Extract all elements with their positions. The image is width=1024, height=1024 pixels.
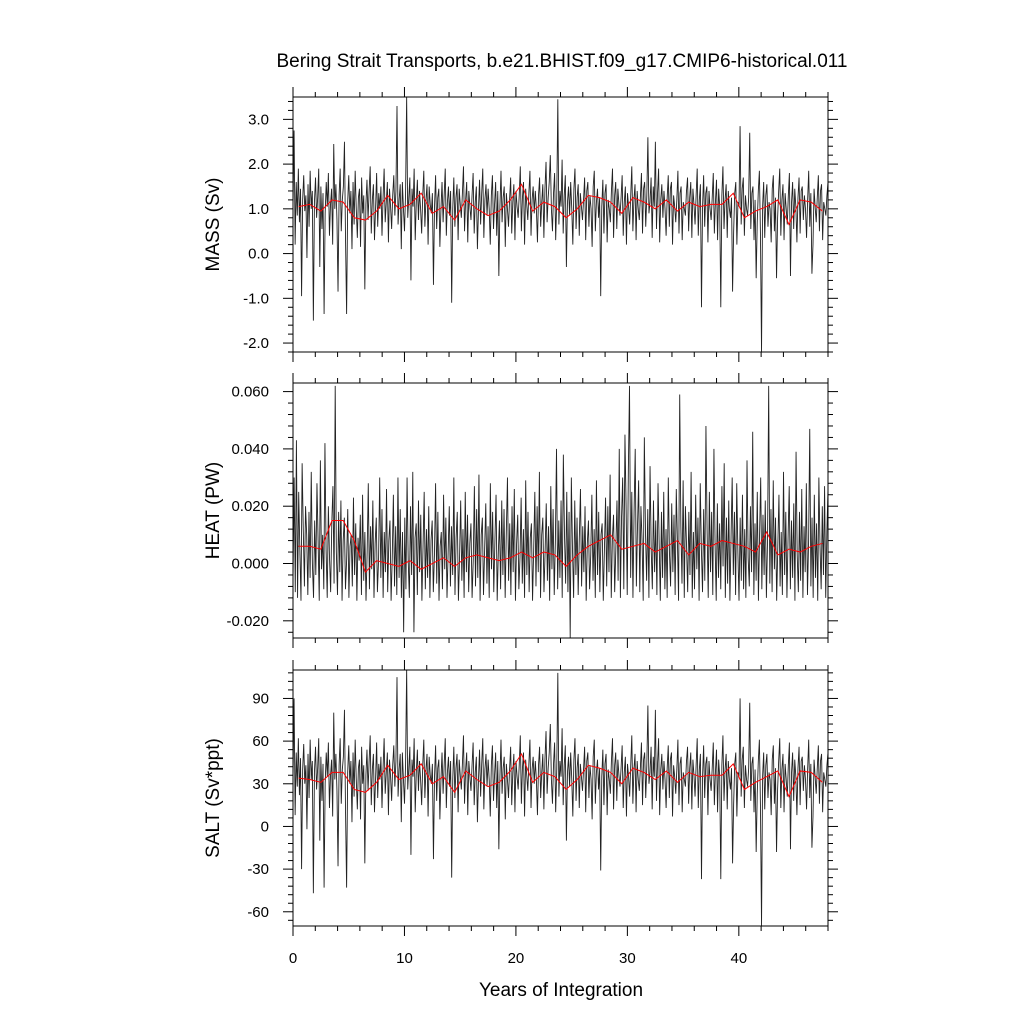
x-tick-label: 40 bbox=[730, 950, 747, 967]
x-tick-label: 0 bbox=[289, 950, 297, 967]
heat-y-tick-label: 0.060 bbox=[231, 384, 269, 401]
panel-mass: -2.0 -1.0 0.0 1.0 2.0 3.0 MASS (Sv) bbox=[203, 87, 838, 362]
heat-monthly-series-line bbox=[293, 385, 828, 638]
salt-plot-frame bbox=[292, 669, 829, 927]
salt-y-tick-label: 90 bbox=[252, 690, 269, 707]
mass-plot-frame bbox=[292, 96, 829, 353]
x-tick-label: 10 bbox=[396, 950, 413, 967]
panel-heat: -0.020 0.000 0.020 0.040 0.060 HEAT (PW) bbox=[203, 373, 838, 648]
x-tick-label: 20 bbox=[508, 950, 525, 967]
x-tick-label: 30 bbox=[619, 950, 636, 967]
salt-annual-series-line bbox=[298, 752, 823, 798]
heat-y-axis-label: HEAT (PW) bbox=[203, 462, 224, 559]
chart-title: Bering Strait Transports, b.e21.BHIST.f0… bbox=[277, 51, 848, 72]
salt-y-tick-label: 0 bbox=[261, 818, 269, 835]
mass-monthly-series-line bbox=[293, 97, 828, 352]
mass-y-tick-label: 0.0 bbox=[248, 246, 269, 263]
heat-y-tick-label: 0.000 bbox=[231, 556, 269, 573]
mass-y-tick-label: -2.0 bbox=[243, 335, 269, 352]
salt-monthly-series-line bbox=[293, 670, 828, 926]
heat-y-tick-label: -0.020 bbox=[226, 613, 269, 630]
heat-y-tick-label: 0.020 bbox=[231, 498, 269, 515]
mass-annual-series-line bbox=[298, 183, 823, 226]
salt-y-tick-label: -30 bbox=[247, 861, 269, 878]
salt-y-tick-label: 60 bbox=[252, 733, 269, 750]
mass-y-tick-label: 1.0 bbox=[248, 201, 269, 218]
panels-group: -2.0 -1.0 0.0 1.0 2.0 3.0 MASS (Sv) -0.020 0.000… bbox=[203, 87, 838, 967]
panel-salt: -60 -30 0 30 60 90 SALT (Sv*ppt) bbox=[203, 660, 838, 936]
heat-annual-series-line bbox=[298, 520, 823, 574]
salt-y-tick-label: 30 bbox=[252, 776, 269, 793]
salt-y-axis-label: SALT (Sv*ppt) bbox=[203, 738, 224, 858]
heat-y-tick-label: 0.040 bbox=[231, 441, 269, 458]
x-axis-label: Years of Integration bbox=[479, 980, 643, 1001]
mass-y-axis-label: MASS (Sv) bbox=[203, 178, 224, 272]
mass-y-tick-label: 2.0 bbox=[248, 156, 269, 173]
salt-y-tick-label: -60 bbox=[247, 904, 269, 921]
mass-y-tick-label: -1.0 bbox=[243, 290, 269, 307]
mass-y-tick-label: 3.0 bbox=[248, 111, 269, 128]
